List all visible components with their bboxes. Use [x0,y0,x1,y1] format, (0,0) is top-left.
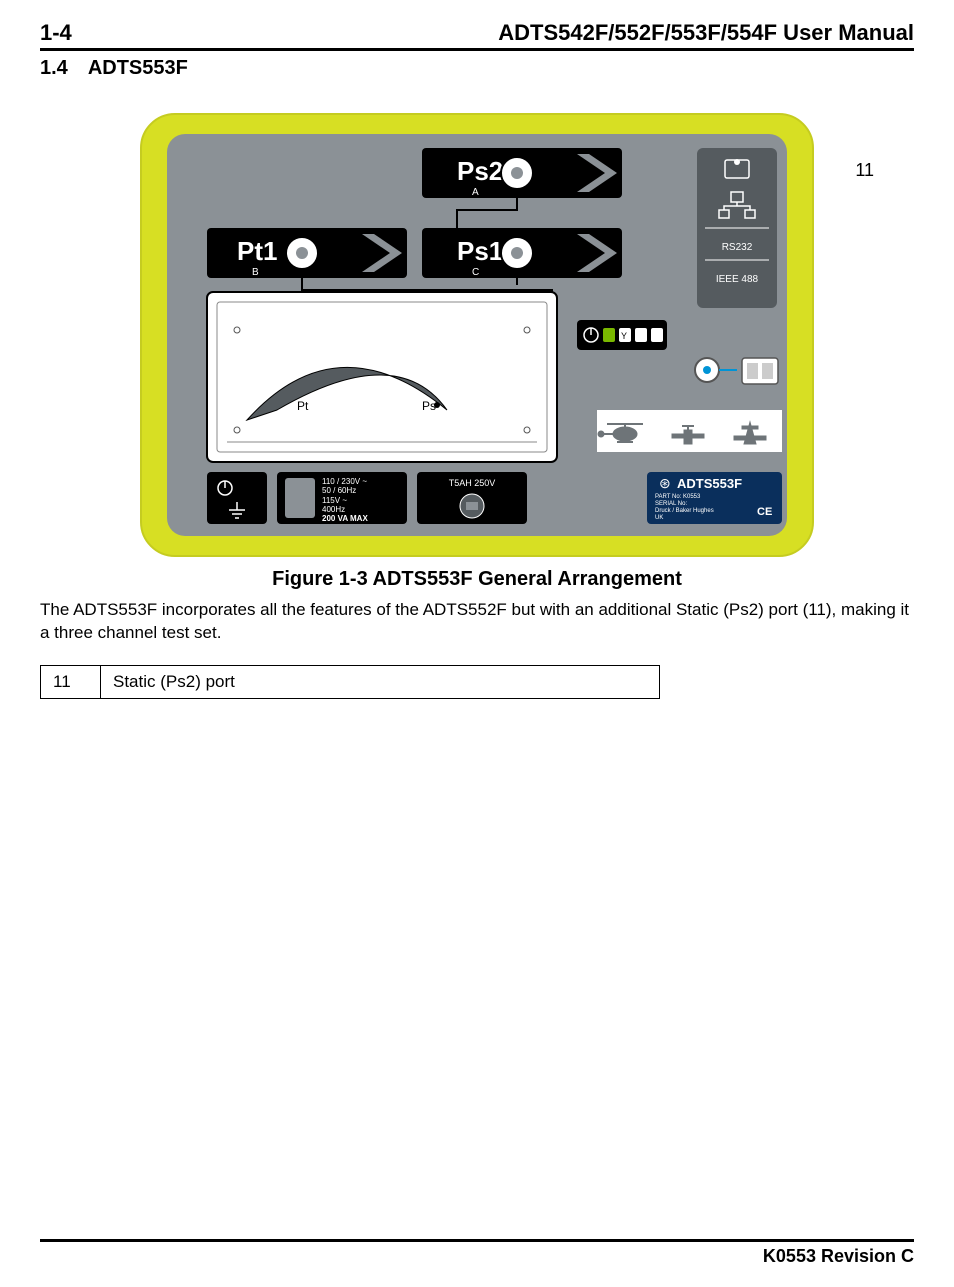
aircraft-icons [597,410,782,452]
port-pt1-sub: B [252,267,259,278]
button-strip: Y [577,320,667,350]
power-line4: 400Hz [322,505,345,514]
table-row: 11 Static (Ps2) port [41,665,660,698]
legend-desc: Static (Ps2) port [101,665,660,698]
power-line1: 110 / 230V ~ [322,477,367,486]
nameplate-model: ADTS553F [677,476,742,491]
nameplate-l1: PART No: K0553 [655,494,701,500]
port-ps1-label: Ps1 [457,236,503,266]
side-comm-panel: RS232 IEEE 488 [697,148,777,308]
nameplate-l4: UK [655,515,663,521]
document-title: ADTS542F/552F/553F/554F User Manual [498,20,914,46]
screen-ps-label: Ps [422,399,436,413]
power-spec-plate: 110 / 230V ~ 50 / 60Hz 115V ~ 400Hz 200 … [277,472,407,524]
fuse-block: T5AH 250V [417,472,527,524]
figure-caption: Figure 1-3 ADTS553F General Arrangement [40,568,914,591]
screen-pt-label: Pt [297,399,309,413]
power-line3: 115V ~ [322,496,347,505]
power-line2: 50 / 60Hz [322,486,356,495]
port-ps2: Ps2 A [422,148,622,198]
section-heading: 1.4 ADTS553F [40,57,914,80]
figure-container: 11 Ps2 A Pt1 B [40,110,914,560]
nameplate-l3: Druck / Baker Hughes [655,508,714,514]
port-ps1: Ps1 C [422,228,622,278]
port-ps2-sub: A [472,187,479,198]
page-number: 1-4 [40,20,72,46]
port-ps2-label: Ps2 [457,156,503,186]
ground-power-block [207,472,267,524]
callout-label-11: 11 [855,160,874,181]
rs232-label: RS232 [722,242,753,253]
ce-mark: CE [757,506,772,518]
port-pt1-label: Pt1 [237,236,277,266]
nameplate-l2: SERIAL No: [655,501,687,507]
brand-icon: ⊛ [659,475,671,491]
device-illustration: Ps2 A Pt1 B Ps1 C [137,110,817,560]
legend-num: 11 [41,665,101,698]
device-screen: Pt Ps [207,292,557,462]
section-number: 1.4 [40,57,68,80]
page-header: 1-4 ADTS542F/552F/553F/554F User Manual [40,20,914,51]
page-footer: K0553 Revision C [40,1239,914,1267]
power-line5: 200 VA MAX [322,514,368,523]
nameplate: ⊛ ADTS553F PART No: K0553 SERIAL No: Dru… [647,472,782,524]
ieee488-label: IEEE 488 [716,274,759,285]
port-ps1-sub: C [472,267,479,278]
legend-table: 11 Static (Ps2) port [40,665,660,699]
fuse-label: T5AH 250V [449,478,496,488]
port-pt1: Pt1 B [207,228,407,278]
svg-text:Y: Y [621,331,627,341]
footer-revision: K0553 Revision C [763,1246,914,1266]
section-title: ADTS553F [88,57,188,80]
figure-description: The ADTS553F incorporates all the featur… [40,599,914,645]
